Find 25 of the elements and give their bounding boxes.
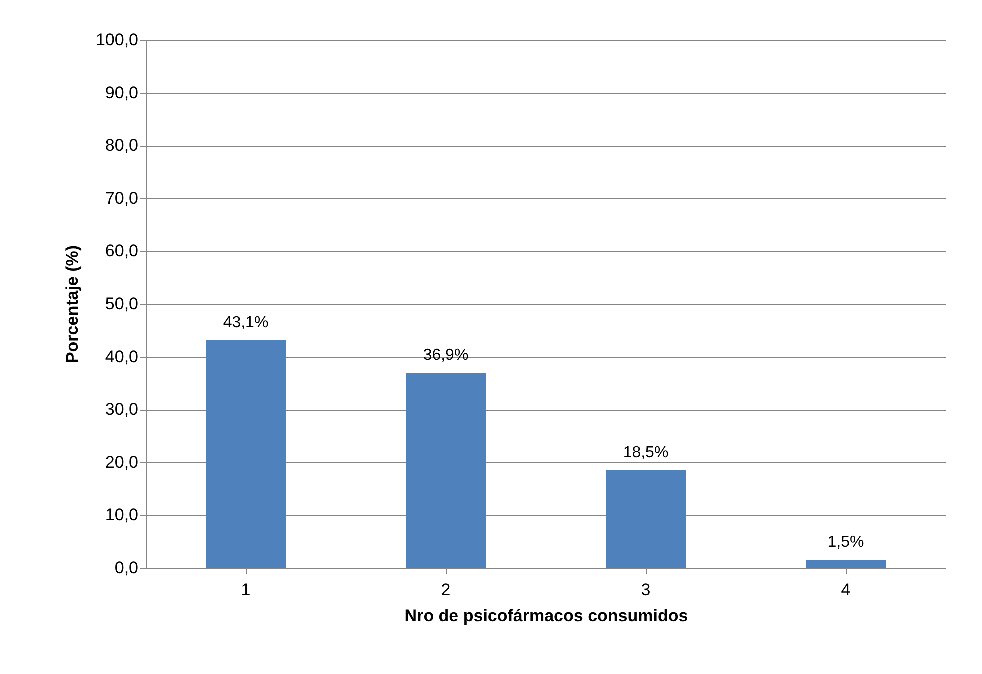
- data-label: 1,5%: [828, 534, 864, 552]
- y-tick-label: 90,0: [105, 83, 138, 102]
- x-axis-title: Nro de psicofármacos consumidos: [404, 606, 688, 626]
- x-tick-label: 1: [241, 580, 251, 600]
- y-tick-label: 20,0: [105, 452, 138, 472]
- x-tick-label: 4: [841, 580, 851, 600]
- y-tick-label: 10,0: [105, 506, 138, 525]
- y-tick-label: 30,0: [105, 400, 138, 420]
- data-label: 18,5%: [623, 444, 669, 462]
- data-label: 43,1%: [223, 314, 269, 332]
- y-tick-label: 80,0: [105, 136, 138, 156]
- y-tick-label: 40,0: [105, 347, 138, 366]
- y-tick-label: 100,0: [96, 30, 138, 50]
- x-tick-label: 2: [441, 580, 451, 600]
- y-axis-title: Porcentaje (%): [62, 245, 82, 364]
- bar: [806, 560, 886, 568]
- bar: [206, 340, 286, 568]
- bar: [406, 373, 486, 568]
- y-tick-label: 0,0: [114, 558, 138, 578]
- data-label: 36,9%: [423, 347, 469, 364]
- y-tick-label: 60,0: [105, 242, 138, 261]
- y-tick-label: 50,0: [105, 294, 138, 314]
- bar: [606, 470, 686, 568]
- y-tick-label: 70,0: [105, 188, 138, 208]
- x-tick-label: 3: [641, 580, 651, 600]
